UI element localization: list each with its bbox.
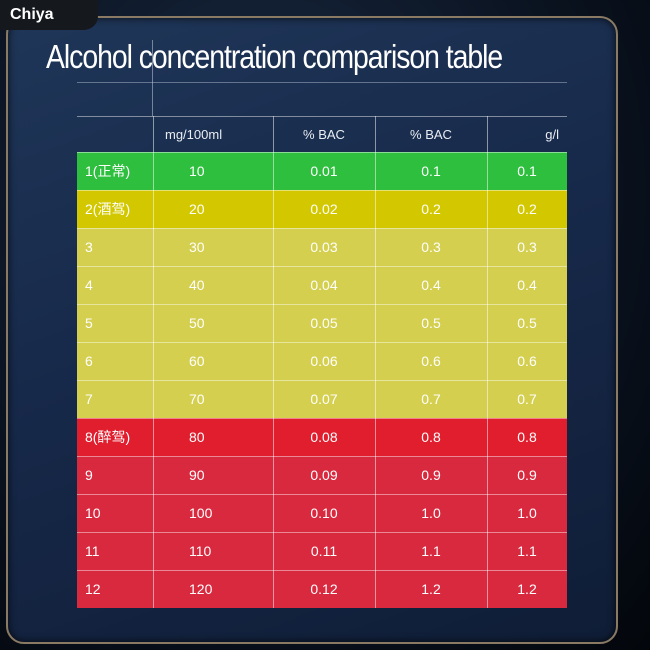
value-cell: 0.05 [310, 315, 338, 331]
value-cell: 40 [189, 277, 205, 293]
level-cell: 1(正常) [85, 163, 131, 179]
level-cell: 8(醉驾) [85, 429, 131, 445]
table-row: 3 30 0.03 0.3 0.3 [77, 228, 567, 266]
value-cell: 0.5 [421, 315, 441, 331]
table-header: mg/100ml % BAC % BAC g/l [77, 116, 567, 152]
value-cell: 0.9 [517, 467, 537, 483]
table-row: 8(醉驾) 80 0.08 0.8 0.8 [77, 418, 567, 456]
value-cell: 0.3 [517, 239, 537, 255]
level-cell: 11 [85, 543, 100, 559]
value-cell: 60 [189, 353, 205, 369]
value-cell: 0.3 [421, 239, 441, 255]
value-cell: 90 [189, 467, 205, 483]
value-cell: 1.1 [517, 543, 537, 559]
value-cell: 1.0 [517, 505, 537, 521]
table-row: 9 90 0.09 0.9 0.9 [77, 456, 567, 494]
value-cell: 0.5 [517, 315, 537, 331]
column-header: % BAC [303, 126, 345, 142]
value-cell: 0.10 [310, 505, 338, 521]
column-header: mg/100ml [165, 126, 223, 142]
table-row: 4 40 0.04 0.4 0.4 [77, 266, 567, 304]
value-cell: 0.11 [310, 543, 338, 559]
value-cell: 0.6 [517, 353, 537, 369]
table-row: 7 70 0.07 0.7 0.7 [77, 380, 567, 418]
value-cell: 1.1 [421, 543, 441, 559]
value-cell: 0.07 [310, 391, 338, 407]
value-cell: 0.12 [310, 581, 338, 597]
value-cell: 0.2 [517, 201, 537, 217]
value-cell: 0.4 [517, 277, 537, 293]
level-cell: 5 [85, 315, 93, 331]
level-cell: 3 [85, 239, 93, 255]
value-cell: 0.1 [517, 163, 537, 179]
level-cell: 7 [85, 391, 93, 407]
level-cell: 10 [85, 505, 101, 521]
value-cell: 0.9 [421, 467, 441, 483]
value-cell: 20 [189, 201, 205, 217]
value-cell: 0.09 [310, 467, 338, 483]
level-cell: 2(酒驾) [85, 201, 131, 217]
value-cell: 0.8 [421, 429, 441, 445]
value-cell: 0.4 [421, 277, 441, 293]
value-cell: 0.06 [310, 353, 338, 369]
table-row: 12 120 0.12 1.2 1.2 [77, 570, 567, 608]
value-cell: 0.8 [517, 429, 537, 445]
table-row: 5 50 0.05 0.5 0.5 [77, 304, 567, 342]
value-cell: 1.2 [517, 581, 537, 597]
value-cell: 30 [189, 239, 205, 255]
table-row: 6 60 0.06 0.6 0.6 [77, 342, 567, 380]
brand-logo: Chiya [0, 0, 98, 30]
table-row: 10 100 0.10 1.0 1.0 [77, 494, 567, 532]
value-cell: 0.03 [310, 239, 338, 255]
value-cell: 1.2 [421, 581, 441, 597]
table-row: 11 110 0.11 1.1 1.1 [77, 532, 567, 570]
value-cell: 10 [189, 163, 205, 179]
value-cell: 0.6 [421, 353, 441, 369]
column-header: g/l [545, 126, 559, 142]
value-cell: 120 [189, 581, 213, 597]
value-cell: 0.1 [421, 163, 441, 179]
value-cell: 0.08 [310, 429, 338, 445]
grid-line [77, 82, 567, 83]
page-title: Alcohol concentration comparison table [46, 38, 503, 75]
level-cell: 4 [85, 277, 93, 293]
value-cell: 0.7 [517, 391, 537, 407]
value-cell: 0.01 [310, 163, 338, 179]
value-cell: 0.2 [421, 201, 441, 217]
level-cell: 6 [85, 353, 93, 369]
column-header [77, 116, 153, 152]
column-header: % BAC [410, 126, 452, 142]
value-cell: 0.02 [310, 201, 338, 217]
value-cell: 0.7 [421, 391, 441, 407]
value-cell: 1.0 [421, 505, 441, 521]
table-row: 2(酒驾) 20 0.02 0.2 0.2 [77, 190, 567, 228]
value-cell: 110 [189, 543, 212, 559]
level-cell: 9 [85, 467, 93, 483]
grid-line [152, 40, 153, 116]
level-cell: 12 [85, 581, 101, 597]
table-row: 1(正常) 10 0.01 0.1 0.1 [77, 152, 567, 190]
value-cell: 100 [189, 505, 213, 521]
value-cell: 80 [189, 429, 205, 445]
value-cell: 50 [189, 315, 205, 331]
value-cell: 0.04 [310, 277, 338, 293]
value-cell: 70 [189, 391, 205, 407]
